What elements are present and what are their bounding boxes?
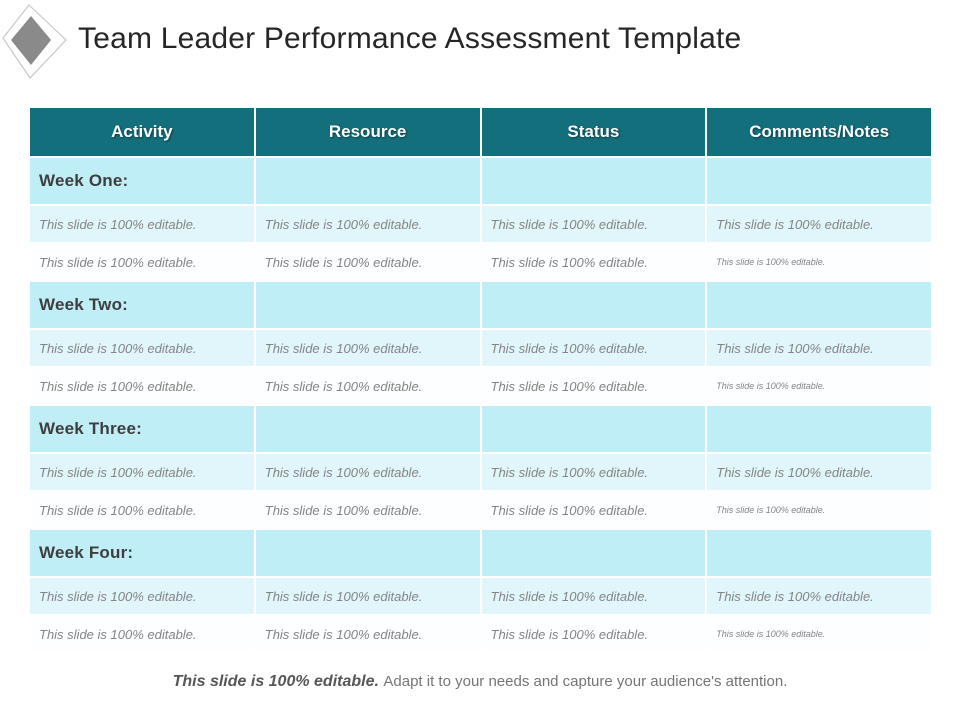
- week-row-empty-cell: [481, 158, 706, 204]
- table-row: This slide is 100% editable. This slide …: [30, 368, 931, 404]
- cell-status: This slide is 100% editable.: [481, 492, 706, 528]
- table-row: This slide is 100% editable. This slide …: [30, 492, 931, 528]
- week-row-empty-cell: [481, 530, 706, 576]
- table-row: This slide is 100% editable. This slide …: [30, 616, 931, 652]
- week-label: Week One:: [30, 158, 254, 204]
- cell-status: This slide is 100% editable.: [481, 368, 706, 404]
- table-row: This slide is 100% editable. This slide …: [30, 578, 931, 614]
- assessment-table: Activity Resource Status Comments/Notes …: [28, 106, 933, 654]
- week-row-empty-cell: [481, 282, 706, 328]
- week-label: Week Four:: [30, 530, 254, 576]
- diamond-icon: [2, 4, 67, 79]
- cell-activity: This slide is 100% editable.: [30, 244, 254, 280]
- cell-resource: This slide is 100% editable.: [255, 330, 480, 366]
- week-label: Week Two:: [30, 282, 254, 328]
- cell-resource: This slide is 100% editable.: [255, 244, 480, 280]
- week-row-empty-cell: [707, 406, 931, 452]
- week-one-row: Week One:: [30, 158, 931, 204]
- cell-status: This slide is 100% editable.: [481, 454, 706, 490]
- diamond-logo: [2, 4, 74, 86]
- cell-comments: This slide is 100% editable.: [707, 330, 931, 366]
- table-row: This slide is 100% editable. This slide …: [30, 244, 931, 280]
- week-two-row: Week Two:: [30, 282, 931, 328]
- cell-resource: This slide is 100% editable.: [255, 454, 480, 490]
- page-title: Team Leader Performance Assessment Templ…: [78, 22, 742, 55]
- week-row-empty-cell: [707, 158, 931, 204]
- week-row-empty-cell: [707, 530, 931, 576]
- cell-activity: This slide is 100% editable.: [30, 368, 254, 404]
- cell-activity: This slide is 100% editable.: [30, 206, 254, 242]
- cell-activity: This slide is 100% editable.: [30, 578, 254, 614]
- cell-comments: This slide is 100% editable.: [707, 492, 931, 528]
- cell-resource: This slide is 100% editable.: [255, 206, 480, 242]
- cell-resource: This slide is 100% editable.: [255, 492, 480, 528]
- cell-comments: This slide is 100% editable.: [707, 616, 931, 652]
- table-row: This slide is 100% editable. This slide …: [30, 454, 931, 490]
- footer-bold-text: This slide is 100% editable.: [172, 673, 379, 690]
- footer-regular-text: Adapt it to your needs and capture your …: [383, 673, 788, 690]
- cell-activity: This slide is 100% editable.: [30, 616, 254, 652]
- week-row-empty-cell: [255, 530, 480, 576]
- cell-resource: This slide is 100% editable.: [255, 616, 480, 652]
- table-header-row: Activity Resource Status Comments/Notes: [30, 108, 931, 156]
- cell-activity: This slide is 100% editable.: [30, 330, 254, 366]
- table-row: This slide is 100% editable. This slide …: [30, 206, 931, 242]
- column-header-resource: Resource: [255, 108, 480, 156]
- week-label: Week Three:: [30, 406, 254, 452]
- column-header-activity: Activity: [30, 108, 254, 156]
- table-row: This slide is 100% editable. This slide …: [30, 330, 931, 366]
- week-row-empty-cell: [255, 406, 480, 452]
- column-header-comments: Comments/Notes: [707, 108, 931, 156]
- week-four-row: Week Four:: [30, 530, 931, 576]
- week-row-empty-cell: [481, 406, 706, 452]
- column-header-status: Status: [481, 108, 706, 156]
- week-row-empty-cell: [707, 282, 931, 328]
- week-row-empty-cell: [255, 282, 480, 328]
- cell-comments: This slide is 100% editable.: [707, 454, 931, 490]
- cell-resource: This slide is 100% editable.: [255, 368, 480, 404]
- cell-activity: This slide is 100% editable.: [30, 492, 254, 528]
- cell-status: This slide is 100% editable.: [481, 206, 706, 242]
- cell-comments: This slide is 100% editable.: [707, 206, 931, 242]
- footer-note: This slide is 100% editable. Adapt it to…: [0, 673, 960, 691]
- cell-status: This slide is 100% editable.: [481, 244, 706, 280]
- cell-status: This slide is 100% editable.: [481, 578, 706, 614]
- cell-activity: This slide is 100% editable.: [30, 454, 254, 490]
- cell-comments: This slide is 100% editable.: [707, 578, 931, 614]
- week-three-row: Week Three:: [30, 406, 931, 452]
- cell-status: This slide is 100% editable.: [481, 330, 706, 366]
- cell-status: This slide is 100% editable.: [481, 616, 706, 652]
- cell-resource: This slide is 100% editable.: [255, 578, 480, 614]
- cell-comments: This slide is 100% editable.: [707, 368, 931, 404]
- cell-comments: This slide is 100% editable.: [707, 244, 931, 280]
- week-row-empty-cell: [255, 158, 480, 204]
